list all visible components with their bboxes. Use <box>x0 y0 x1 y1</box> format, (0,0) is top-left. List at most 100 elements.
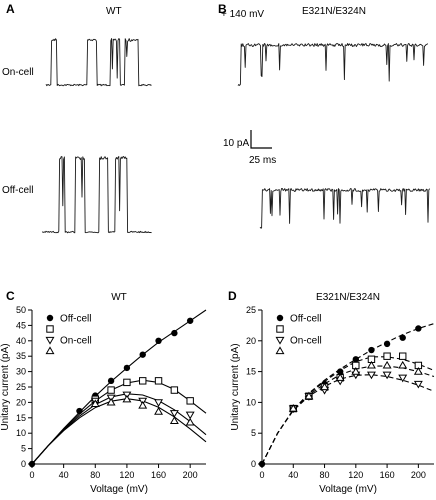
data-point-s0-6 <box>155 337 162 344</box>
panel-b-title: E321N/E324N <box>302 6 366 17</box>
panel-c-letter: C <box>6 289 15 303</box>
data-point-s2-8 <box>413 380 423 389</box>
data-point-s3-6 <box>382 360 392 369</box>
trace-mutant-off-cell <box>259 188 430 229</box>
y-tick-label: 20 <box>246 336 256 346</box>
y-tick-label: 5 <box>21 444 26 454</box>
data-point-s3-0 <box>90 399 100 408</box>
data-point-s3-0 <box>288 403 298 412</box>
data-point-s3-4 <box>351 367 361 375</box>
x-tick-label: 120 <box>119 470 134 480</box>
legend-label-0: Off-cell <box>60 314 92 325</box>
x-tick-label: 200 <box>183 470 198 480</box>
data-point-s1-2 <box>123 378 131 387</box>
y-tick-label: 30 <box>16 367 26 377</box>
trace-wt-on-cell <box>45 38 152 87</box>
data-point-s1-1 <box>107 386 115 394</box>
chart-d: E321N/E324N 0 40 80 120 160 200 0 5 10 15 20 25 Volta… <box>230 292 435 495</box>
y-tick-label: 25 <box>246 305 256 315</box>
x-tick-label: 40 <box>288 470 298 480</box>
y-tick-label: 35 <box>16 351 26 361</box>
legend-marker-1 <box>276 325 284 333</box>
fit-curve-0 <box>261 323 435 465</box>
y-tick-label: 0 <box>251 459 256 469</box>
data-point-s3-5 <box>169 416 179 424</box>
fit-curve-1 <box>31 379 207 465</box>
data-point-s3-5 <box>366 360 376 369</box>
x-tick-label: 80 <box>320 470 330 480</box>
data-point-s0-5 <box>139 351 146 358</box>
data-point-s3-7 <box>398 360 408 369</box>
data-point-s0-5 <box>352 356 360 363</box>
data-point-s0-8 <box>186 317 194 324</box>
panel-d-letter: D <box>228 289 237 303</box>
data-point-s0-1 <box>76 407 83 415</box>
data-point-s0-8 <box>399 334 406 341</box>
legend-marker-1 <box>46 325 54 333</box>
data-point-s0-4 <box>336 368 344 375</box>
legend-label-0: Off-cell <box>290 314 322 325</box>
scale-bar: 10 pA 25 ms <box>223 130 276 166</box>
x-axis-title: Voltage (mV) <box>90 484 148 495</box>
data-point-s0-3 <box>107 377 115 385</box>
panel-b-voltage: + 140 mV <box>221 9 264 20</box>
chart-c: WT 0 40 80 120 160 200 0 5 10 15 20 25 30 35 40 45 50 Volt… <box>0 292 207 495</box>
panel-a-row2-label: Off-cell <box>2 185 34 196</box>
chart-title: E321N/E324N <box>316 292 380 303</box>
data-point-s3-4 <box>154 407 164 415</box>
data-point-s3-6 <box>185 417 195 426</box>
y-tick-label: 15 <box>246 367 256 377</box>
x-tick-label: 200 <box>411 470 426 480</box>
legend-marker-3 <box>275 346 285 355</box>
data-point-s1-4 <box>154 377 163 385</box>
trace-wt-off-cell <box>41 156 152 234</box>
y-tick-label: 50 <box>16 305 26 315</box>
y-tick-label: 45 <box>16 320 26 330</box>
panel-a-row1-label: On-cell <box>2 67 34 78</box>
x-axis-title: Voltage (mV) <box>319 484 377 495</box>
data-point-s2-5 <box>366 371 376 380</box>
x-tick-label: 160 <box>151 470 166 480</box>
data-point-s1-6 <box>383 352 391 360</box>
data-point-s2-5 <box>169 410 179 418</box>
single-channel-traces <box>41 38 430 234</box>
data-point-s1-7 <box>399 352 407 360</box>
scale-bar-current-label: 10 pA <box>223 138 249 149</box>
x-tick-label: 40 <box>59 470 69 480</box>
y-tick-label: 20 <box>16 397 26 407</box>
data-point-s3-1 <box>304 391 314 400</box>
data-point-s3-2 <box>122 394 132 403</box>
x-tick-label: 80 <box>90 470 100 480</box>
panel-a-letter: A <box>6 2 15 16</box>
y-axis-title: Unitary current (pA) <box>230 343 241 430</box>
data-point-s3-1 <box>106 397 116 406</box>
data-point-s3-3 <box>335 373 345 381</box>
data-point-s0-7 <box>171 329 178 337</box>
y-tick-label: 25 <box>16 382 26 392</box>
y-axis-title: Unitary current (pA) <box>0 343 11 430</box>
x-tick-label: 0 <box>29 470 34 480</box>
data-point-s1-5 <box>170 386 179 394</box>
legend-label-2: On-cell <box>60 336 92 347</box>
data-point-s0-0 <box>258 460 266 468</box>
scale-bar-lines <box>250 130 272 149</box>
data-point-s3-2 <box>320 382 330 391</box>
y-tick-label: 0 <box>21 459 26 469</box>
data-point-s0-6 <box>368 346 375 354</box>
data-point-s0-7 <box>383 340 391 348</box>
scale-bar-time-label: 25 ms <box>249 155 276 166</box>
data-point-s0-9 <box>415 325 422 332</box>
chart-title: WT <box>111 292 127 303</box>
x-tick-label: 160 <box>380 470 395 480</box>
data-point-s1-6 <box>186 397 194 405</box>
legend-marker-3 <box>45 346 55 355</box>
y-tick-label: 5 <box>251 428 256 438</box>
data-point-s2-6 <box>382 371 392 380</box>
fit-curve-2 <box>31 393 207 465</box>
fit-curve-3 <box>31 398 207 465</box>
y-tick-label: 15 <box>16 413 26 423</box>
x-tick-label: 120 <box>348 470 363 480</box>
fit-curve-3 <box>261 365 435 465</box>
data-point-s3-8 <box>413 367 423 375</box>
